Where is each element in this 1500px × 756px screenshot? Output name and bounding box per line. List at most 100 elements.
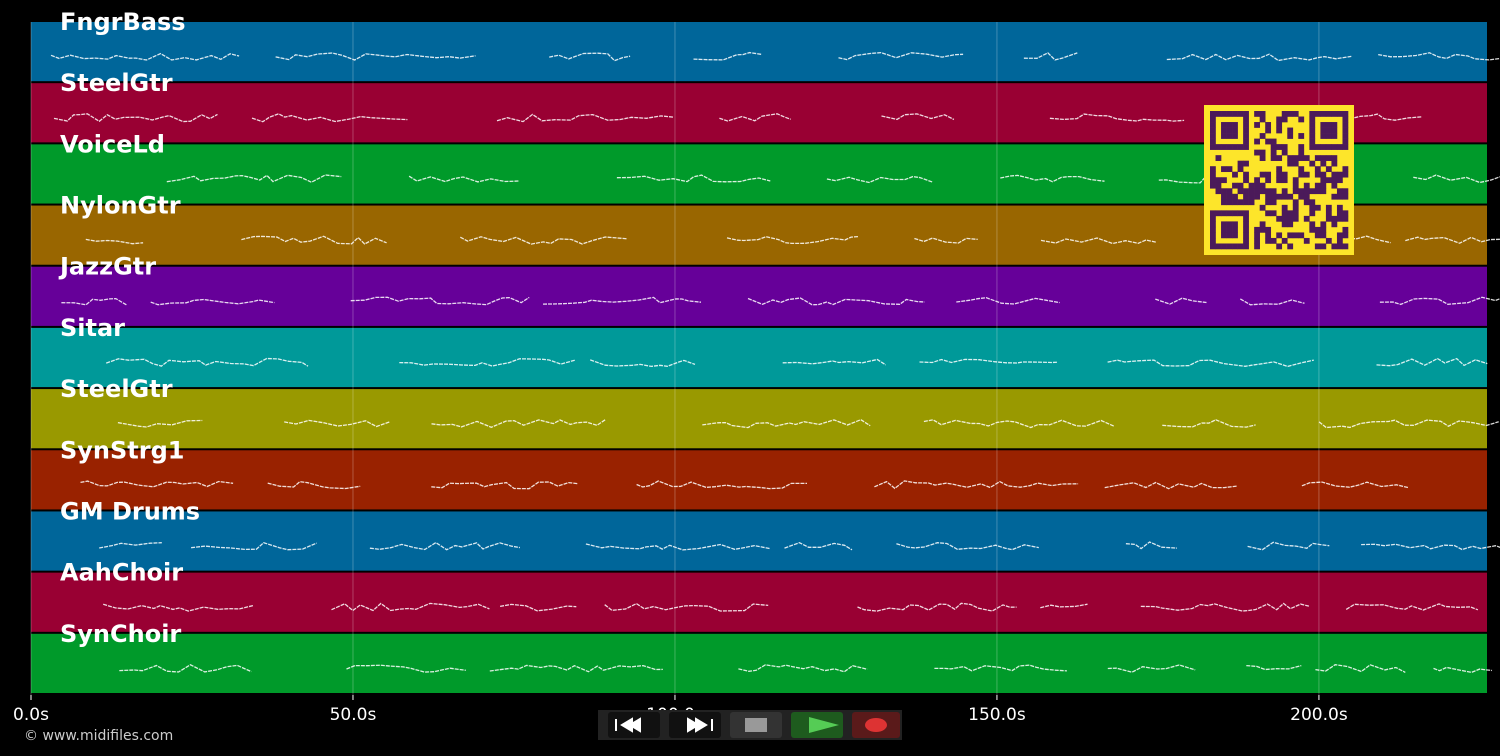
qr-cell bbox=[1314, 232, 1321, 239]
qr-cell bbox=[1210, 215, 1216, 222]
note-run bbox=[585, 543, 771, 551]
qr-cell bbox=[1210, 177, 1216, 184]
play-button[interactable] bbox=[791, 712, 843, 738]
note-run bbox=[1413, 174, 1500, 184]
qr-cell bbox=[1276, 171, 1283, 178]
qr-cell bbox=[1281, 188, 1288, 195]
qr-cell bbox=[1270, 144, 1277, 150]
record-button[interactable] bbox=[852, 712, 900, 738]
note-run bbox=[1301, 481, 1409, 489]
qr-cell bbox=[1314, 182, 1321, 189]
qr-cell bbox=[1237, 199, 1244, 206]
qr-cell bbox=[1210, 138, 1216, 145]
qr-cell bbox=[1292, 177, 1299, 184]
note-run bbox=[99, 542, 162, 549]
qr-cell bbox=[1221, 193, 1227, 200]
qr-cell bbox=[1270, 155, 1277, 161]
qr-cell bbox=[1210, 226, 1216, 233]
note-run bbox=[1040, 237, 1157, 245]
qr-cell bbox=[1309, 160, 1316, 167]
track-lane bbox=[31, 22, 1487, 82]
qr-cell bbox=[1320, 111, 1327, 117]
qr-cell bbox=[1336, 210, 1343, 217]
qr-cell bbox=[1210, 127, 1216, 134]
qr-cell bbox=[1221, 199, 1227, 206]
qr-cell bbox=[1298, 116, 1305, 123]
track-name: VoiceLd bbox=[60, 130, 165, 158]
qr-cell bbox=[1259, 149, 1266, 156]
qr-cell bbox=[1309, 138, 1316, 145]
qr-cell bbox=[1336, 144, 1343, 150]
qr-cell bbox=[1331, 144, 1338, 150]
qr-cell bbox=[1210, 144, 1216, 150]
qr-cell bbox=[1226, 210, 1233, 217]
note-run bbox=[331, 602, 490, 612]
qr-cell bbox=[1276, 155, 1283, 161]
note-run bbox=[408, 175, 520, 183]
qr-cell bbox=[1210, 111, 1216, 117]
track-name: GM Drums bbox=[60, 497, 200, 525]
qr-cell bbox=[1215, 243, 1222, 250]
qr-cell bbox=[1265, 210, 1272, 217]
qr-cell bbox=[1303, 237, 1310, 244]
qr-cell bbox=[1254, 188, 1260, 195]
qr-cell bbox=[1331, 127, 1338, 134]
qr-cell bbox=[1325, 127, 1332, 134]
qr-cell bbox=[1276, 193, 1283, 200]
track-lane bbox=[31, 572, 1487, 632]
stop-button[interactable] bbox=[730, 712, 782, 738]
qr-cell bbox=[1320, 122, 1327, 128]
qr-cell bbox=[1226, 188, 1233, 195]
track-lane bbox=[31, 633, 1487, 693]
qr-cell bbox=[1221, 226, 1227, 233]
qr-cell bbox=[1298, 133, 1305, 139]
qr-cell bbox=[1259, 221, 1266, 228]
qr-cell bbox=[1331, 243, 1338, 250]
qr-cell bbox=[1298, 171, 1305, 178]
qr-cell bbox=[1210, 122, 1216, 128]
note-run bbox=[1155, 297, 1207, 305]
qr-cell bbox=[1325, 122, 1332, 128]
qr-cell bbox=[1320, 232, 1327, 239]
qr-cell bbox=[1226, 111, 1233, 117]
qr-cell bbox=[1237, 182, 1244, 189]
qr-cell bbox=[1287, 221, 1294, 228]
qr-cell bbox=[1287, 215, 1294, 222]
forward-button[interactable] bbox=[669, 712, 721, 738]
qr-cell bbox=[1237, 160, 1244, 167]
qr-cell bbox=[1259, 171, 1266, 178]
rewind-button[interactable] bbox=[608, 712, 660, 738]
qr-cell bbox=[1336, 243, 1343, 250]
qr-cell bbox=[1320, 127, 1327, 134]
qr-cell bbox=[1276, 243, 1283, 250]
qr-cell bbox=[1325, 210, 1332, 217]
qr-cell bbox=[1226, 122, 1233, 128]
note-run bbox=[117, 419, 203, 428]
qr-cell bbox=[1281, 177, 1288, 184]
qr-cell bbox=[1210, 182, 1216, 189]
qr-cell bbox=[1314, 243, 1321, 250]
qr-cell bbox=[1298, 166, 1305, 173]
qr-cell bbox=[1331, 193, 1338, 200]
qr-cell bbox=[1331, 122, 1338, 128]
qr-cell bbox=[1254, 232, 1260, 239]
note-run bbox=[85, 238, 144, 245]
note-run bbox=[747, 297, 925, 306]
qr-cell bbox=[1314, 166, 1321, 173]
qr-cell bbox=[1243, 116, 1249, 123]
note-run bbox=[399, 358, 576, 367]
note-run bbox=[50, 52, 240, 61]
qr-cell bbox=[1226, 166, 1233, 173]
qr-cell bbox=[1270, 199, 1277, 206]
qr-cell bbox=[1243, 210, 1249, 217]
qr-cell bbox=[1243, 133, 1249, 139]
qr-cell bbox=[1309, 116, 1316, 123]
qr-cell bbox=[1221, 210, 1227, 217]
qr-cell bbox=[1320, 160, 1327, 167]
note-run bbox=[275, 52, 476, 61]
qr-cell bbox=[1325, 166, 1332, 173]
x-tick-label: 200.0s bbox=[1290, 705, 1348, 725]
qr-cell bbox=[1221, 127, 1227, 134]
qr-cell bbox=[1243, 237, 1249, 244]
qr-cell bbox=[1336, 193, 1343, 200]
